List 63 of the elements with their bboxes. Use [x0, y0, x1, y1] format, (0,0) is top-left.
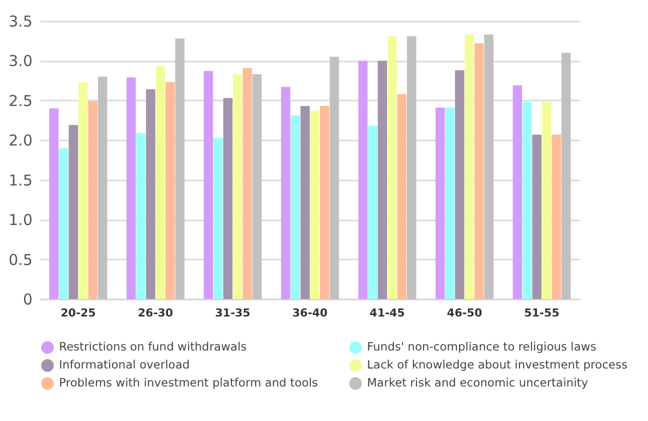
y-tick-label: 1.0 [8, 211, 32, 230]
bar [368, 126, 378, 299]
bar [232, 74, 242, 299]
legend-label: Problems with investment platform and tools [59, 376, 318, 390]
bar [310, 110, 320, 299]
y-tick-label: 3.0 [8, 52, 32, 70]
legend-label: Informational overload [59, 358, 190, 372]
bar [330, 56, 339, 299]
x-tick-label: 20-25 [60, 306, 96, 320]
bar [59, 148, 68, 299]
bar [455, 70, 464, 299]
bar [290, 116, 300, 299]
y-tick-label: 2.5 [8, 92, 32, 110]
bar [552, 134, 561, 299]
bar [252, 74, 262, 299]
bar [242, 68, 252, 299]
bar [561, 52, 571, 299]
bar [358, 60, 368, 299]
bar [156, 66, 165, 299]
bar [88, 101, 98, 299]
bar [522, 102, 532, 299]
bar [68, 125, 78, 299]
y-tick-label: 0 [22, 290, 32, 308]
bar [78, 82, 88, 299]
bar [175, 38, 184, 299]
bar [320, 106, 330, 299]
bar [146, 89, 156, 299]
bar [512, 85, 522, 299]
x-tick-label: 41-45 [370, 306, 405, 320]
legend-label: Restrictions on fund withdrawals [59, 340, 247, 354]
bar [397, 94, 406, 299]
y-tick-label: 1.5 [8, 171, 32, 190]
y-tick-label: 0.5 [8, 250, 32, 269]
y-tick-label: 3.5 [8, 12, 32, 30]
x-tick-label: 51-55 [524, 306, 560, 320]
bar [126, 77, 136, 299]
bar [165, 82, 175, 299]
bar [378, 60, 388, 299]
legend-label: Lack of knowledge about investment process [367, 358, 628, 372]
bar [49, 108, 59, 299]
bar [300, 106, 310, 299]
bar [223, 98, 233, 299]
x-tick-label: 36-40 [292, 306, 328, 320]
bar [98, 76, 108, 299]
bar [464, 34, 474, 299]
legend-label: Market risk and economic uncertainity [367, 376, 588, 390]
bar [436, 108, 445, 299]
bar [542, 102, 552, 299]
bar [406, 36, 416, 299]
bar [484, 34, 494, 299]
bar [474, 43, 484, 299]
bar [214, 138, 223, 299]
bar [532, 134, 542, 299]
x-tick-label: 46-50 [446, 306, 482, 320]
x-tick-label: 26-30 [138, 306, 174, 320]
bar [281, 86, 290, 299]
bar [136, 132, 146, 299]
bar [445, 108, 455, 299]
legend-label: Funds' non-compliance to religious laws [367, 340, 596, 354]
x-tick-label: 31-35 [215, 306, 250, 320]
bar [387, 36, 397, 299]
bar [204, 71, 214, 299]
y-tick-label: 2.0 [8, 132, 32, 150]
